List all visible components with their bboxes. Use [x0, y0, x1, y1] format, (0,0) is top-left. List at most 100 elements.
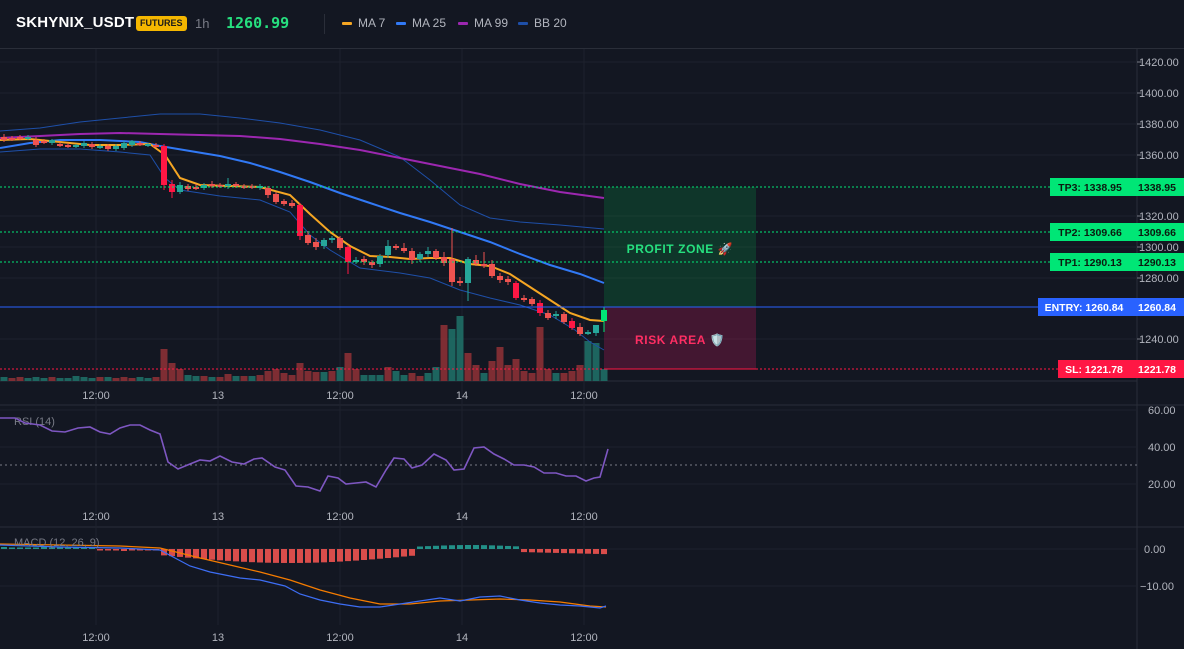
macd-bar [409, 549, 415, 556]
macd-bar [425, 546, 431, 549]
price-tick: 1300.00 [1139, 242, 1179, 254]
volume-bar [560, 373, 568, 381]
legend-ma25[interactable]: MA 25 [396, 16, 446, 30]
macd-line [0, 544, 607, 609]
volume-bar [8, 378, 16, 381]
macd-bar [417, 546, 423, 549]
volume-bar [576, 365, 584, 381]
tp3-price: 1338.95 [1138, 182, 1176, 194]
candle-body [305, 235, 311, 243]
profit-zone[interactable] [604, 187, 756, 307]
candle-body [585, 332, 591, 334]
macd-axis: 0.00 −10.00 [1140, 544, 1174, 593]
volume-bar [152, 377, 160, 381]
volume-bar [456, 316, 464, 381]
macd-bar [217, 549, 223, 561]
time-axis: 12:00 13 12:00 14 12:00 12:00 13 12:00 1… [82, 390, 598, 644]
candle-body [481, 264, 487, 266]
candle-body [169, 184, 175, 192]
macd-signal-line [0, 543, 607, 608]
macd-bar [577, 549, 583, 554]
rsi-tick: 20.00 [1148, 479, 1176, 491]
tp2-tag-label: TP2: 1309.66 [1058, 227, 1122, 239]
macd-bar [9, 547, 15, 549]
candle-body [217, 185, 223, 187]
candle-body [193, 187, 199, 189]
candle-body [209, 184, 215, 186]
price-tick: 1400.00 [1139, 88, 1179, 100]
volume-bar [360, 375, 368, 381]
macd-bar [241, 549, 247, 562]
time-tick: 12:00 [82, 511, 110, 523]
macd-bar [321, 549, 327, 563]
legend-bb20-label: BB 20 [534, 16, 567, 30]
volume-bar [344, 353, 352, 381]
candle-body [553, 314, 559, 316]
macd-bar [369, 549, 375, 560]
candle-body [441, 257, 447, 263]
candle-body [497, 276, 503, 280]
volume-bar [416, 376, 424, 381]
volume-bar [72, 376, 80, 381]
sl-tag[interactable] [1058, 360, 1130, 378]
entry-price-tag [1130, 298, 1184, 316]
rsi-axis: 60.00 40.00 20.00 [1148, 405, 1176, 491]
volume-bar [488, 361, 496, 381]
candle-body [457, 281, 463, 283]
macd-bar [33, 547, 39, 549]
candle-body [97, 146, 103, 148]
candle-body [489, 264, 495, 276]
tp3-tag-label: TP3: 1338.95 [1058, 182, 1122, 194]
candle-body [393, 246, 399, 248]
candle-body [521, 298, 527, 300]
entry-tag[interactable] [1038, 298, 1130, 316]
volume-bar [512, 359, 520, 381]
macd-bar [361, 549, 367, 561]
volume-bar [584, 341, 592, 381]
candle-body [9, 138, 15, 140]
time-tick: 14 [456, 390, 468, 402]
volume-bar [256, 375, 264, 381]
timeframe-label[interactable]: 1h [195, 16, 210, 31]
macd-bar [537, 549, 543, 553]
bb-lower-band [0, 148, 605, 351]
volume-bar [240, 376, 248, 381]
macd-bar [545, 549, 551, 553]
macd-bar [457, 545, 463, 549]
macd-tick: 0.00 [1144, 544, 1165, 556]
volume-bar [56, 378, 64, 381]
time-tick: 12:00 [326, 632, 354, 644]
volume-bar [104, 377, 112, 381]
volume-bar [504, 365, 512, 381]
candle-body [33, 140, 39, 145]
macd-bar [41, 547, 47, 549]
tp2-tag[interactable] [1050, 223, 1130, 241]
volume-bar [544, 369, 552, 381]
volume-bar [40, 378, 48, 381]
candle-body [281, 201, 287, 204]
macd-bar [305, 549, 311, 563]
bb20-swatch [518, 21, 528, 25]
risk-zone[interactable] [604, 307, 756, 369]
symbol-name[interactable]: SKHYNIX_USDT [16, 14, 135, 31]
legend-ma99[interactable]: MA 99 [458, 16, 508, 30]
macd-bar [25, 547, 31, 549]
candle-body [361, 259, 367, 262]
legend-bb20[interactable]: BB 20 [518, 16, 567, 30]
candle-body [337, 238, 343, 248]
entry-tag-label: ENTRY: 1260.84 [1045, 302, 1124, 314]
tp1-tag[interactable] [1050, 253, 1130, 271]
sl-price-tag [1130, 360, 1184, 378]
volume-bar [328, 371, 336, 381]
macd-tick: −10.00 [1140, 581, 1174, 593]
macd-bar [553, 549, 559, 553]
macd-bar [257, 549, 263, 563]
macd-bar [593, 549, 599, 554]
candle-body [225, 184, 231, 186]
chart-canvas[interactable]: 1420.00 1400.00 1380.00 1360.00 1320.00 … [0, 49, 1184, 649]
candle-body [401, 248, 407, 251]
volume-bar [192, 376, 200, 381]
legend-ma7[interactable]: MA 7 [342, 16, 385, 30]
candle-body [409, 251, 415, 260]
tp3-tag[interactable] [1050, 178, 1130, 196]
